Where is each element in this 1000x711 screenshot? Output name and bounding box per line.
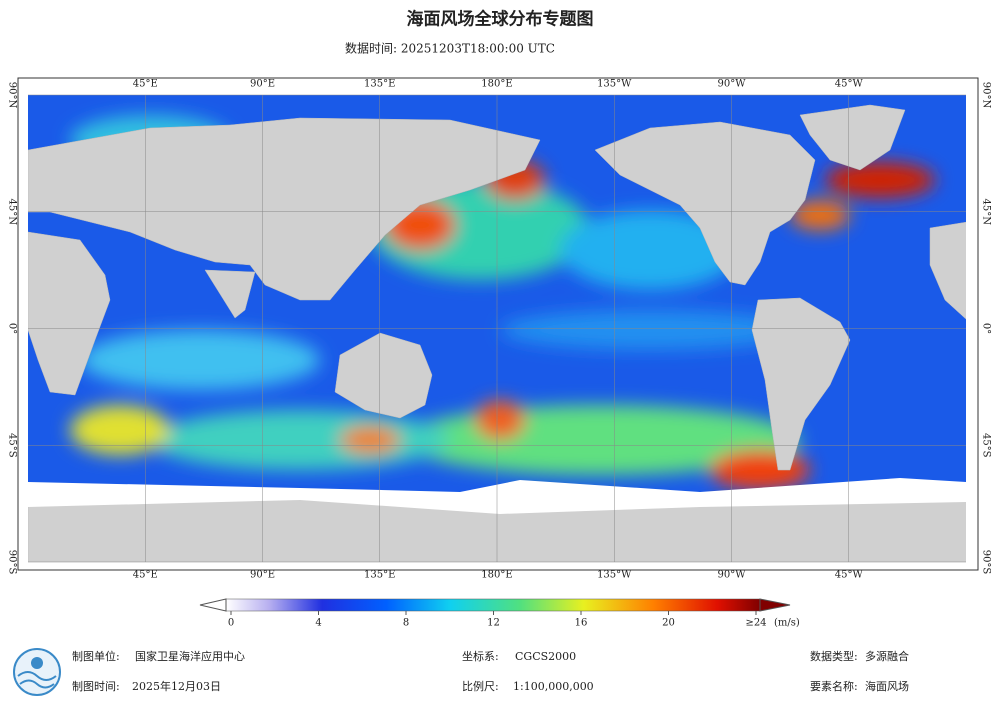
- lat-label: 45°N: [7, 199, 18, 226]
- lat-label: 90°S: [981, 550, 992, 575]
- colorbar: [225, 598, 761, 612]
- lat-label: 45°N: [981, 199, 992, 226]
- title: 海面风场全球分布专题图: [407, 9, 594, 30]
- footer-value: CGCS2000: [515, 650, 576, 663]
- lat-label: 0°: [981, 323, 992, 334]
- colorbar-min-arrow: [199, 598, 227, 612]
- footer-label: 比例尺:: [462, 679, 499, 693]
- subtitle: 数据时间: 20251203T18:00:00 UTC: [345, 41, 555, 56]
- colorbar-max-arrow: [759, 598, 791, 612]
- footer-value: 1:100,000,000: [513, 680, 594, 693]
- lat-label: 45°S: [7, 433, 18, 458]
- lon-label: 45°W: [835, 79, 864, 90]
- logo: [13, 648, 61, 696]
- lon-label: 135°W: [597, 570, 632, 581]
- lat-label: 0°: [7, 323, 18, 334]
- lon-label: 135°E: [364, 570, 395, 581]
- lat-label: 90°N: [7, 82, 18, 109]
- colorbar-label: 8: [403, 618, 409, 629]
- lon-label: 135°E: [364, 79, 395, 90]
- map-frame: [17, 77, 979, 571]
- lat-label: 90°N: [981, 82, 992, 109]
- lon-label: 180°E: [481, 79, 512, 90]
- footer-value: 多源融合: [865, 649, 909, 663]
- footer-value: 国家卫星海洋应用中心: [135, 649, 245, 663]
- lon-label: 45°E: [133, 79, 158, 90]
- lon-label: 180°E: [481, 570, 512, 581]
- lon-label: 90°E: [250, 79, 275, 90]
- lon-label: 135°W: [597, 79, 632, 90]
- footer-value: 2025年12月03日: [132, 679, 221, 693]
- graticule: [28, 94, 966, 563]
- colorbar-label: 12: [487, 618, 500, 629]
- lon-label: 90°E: [250, 570, 275, 581]
- lon-label: 90°W: [717, 570, 746, 581]
- colorbar-label: 4: [315, 618, 321, 629]
- lat-label: 45°S: [981, 433, 992, 458]
- footer-value: 海面风场: [865, 679, 909, 693]
- lon-label: 90°W: [717, 79, 746, 90]
- lat-label: 90°S: [7, 550, 18, 575]
- colorbar-label: ≥24: [745, 618, 766, 629]
- colorbar-label: 20: [662, 618, 675, 629]
- lon-label: 45°E: [133, 570, 158, 581]
- footer-label: 数据类型:: [810, 649, 858, 663]
- colorbar-label: 0: [228, 618, 234, 629]
- lon-label: 45°W: [835, 570, 864, 581]
- footer-label: 制图单位:: [72, 649, 120, 663]
- footer-label: 要素名称:: [810, 679, 858, 693]
- footer-label: 制图时间:: [72, 680, 120, 693]
- colorbar-label: 16: [575, 618, 588, 629]
- footer-label: 坐标系:: [462, 649, 499, 663]
- colorbar-unit: (m/s): [774, 618, 800, 629]
